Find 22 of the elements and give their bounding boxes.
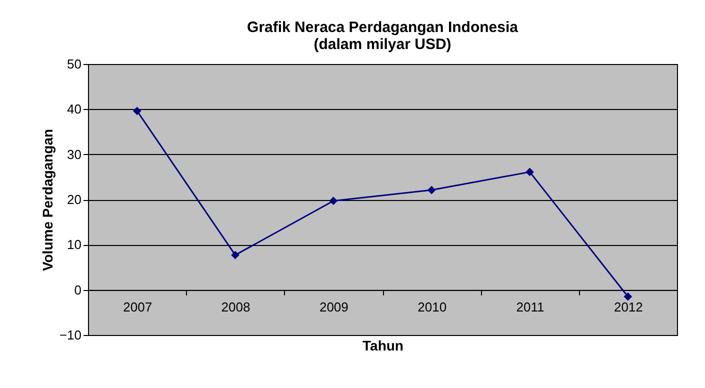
x-tick-label: 2008 xyxy=(221,299,250,314)
y-tick-label: 10 xyxy=(67,237,82,252)
x-tick-label: 2011 xyxy=(516,299,544,314)
y-tick-label: −10 xyxy=(59,328,82,342)
x-tick-label: 2010 xyxy=(418,299,447,314)
x-tick-label: 2012 xyxy=(614,299,643,314)
y-tick-label: 50 xyxy=(67,56,82,72)
y-tick-label: 30 xyxy=(67,146,82,162)
point xyxy=(132,106,142,116)
x-tick-label: 2007 xyxy=(123,299,152,314)
point xyxy=(427,186,436,194)
x-tick-label: 2009 xyxy=(319,299,348,314)
point xyxy=(526,168,534,176)
y-tick-label: 20 xyxy=(67,192,82,207)
point xyxy=(231,250,240,260)
point xyxy=(624,292,632,301)
point xyxy=(329,196,338,206)
y-axis-title: Volume Perdagangan xyxy=(39,128,56,272)
y-tick-label: 40 xyxy=(67,102,82,117)
y-tick-label: 0 xyxy=(74,282,82,298)
x-axis-title: Tahun xyxy=(362,338,404,354)
chart-title: Grafik Neraca Perdagangan Indonesia (dalam milyar USD) xyxy=(247,19,519,53)
